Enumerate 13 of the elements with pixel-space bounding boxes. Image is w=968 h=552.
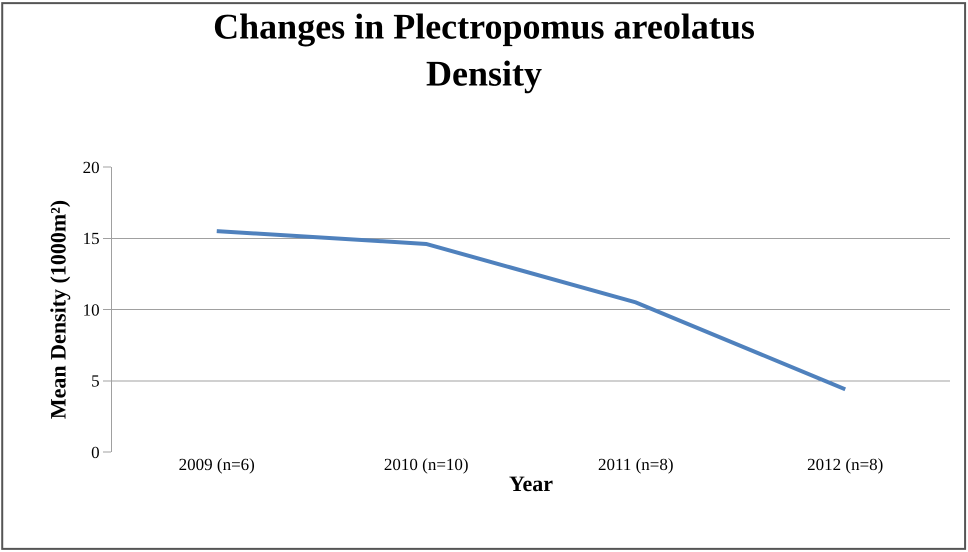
line-series (214, 229, 848, 392)
x-tick-label: 2011 (n=8) (598, 455, 674, 474)
y-tick-label: 0 (91, 442, 100, 462)
y-tick-label: 15 (82, 229, 100, 248)
y-tick-label: 20 (82, 158, 100, 177)
x-tick-label: 2010 (n=10) (384, 455, 469, 474)
y-tick-label: 10 (82, 300, 100, 320)
x-tick-label: 2009 (n=6) (178, 455, 255, 474)
chart-title: Changes in Plectropomus areolatus Density (213, 6, 755, 94)
x-axis-title: Year (509, 470, 554, 496)
y-tick-label: 5 (91, 372, 100, 391)
y-axis-title: Mean Density (1000m²) (45, 200, 70, 420)
x-tick-label: 2012 (n=8) (807, 455, 884, 474)
